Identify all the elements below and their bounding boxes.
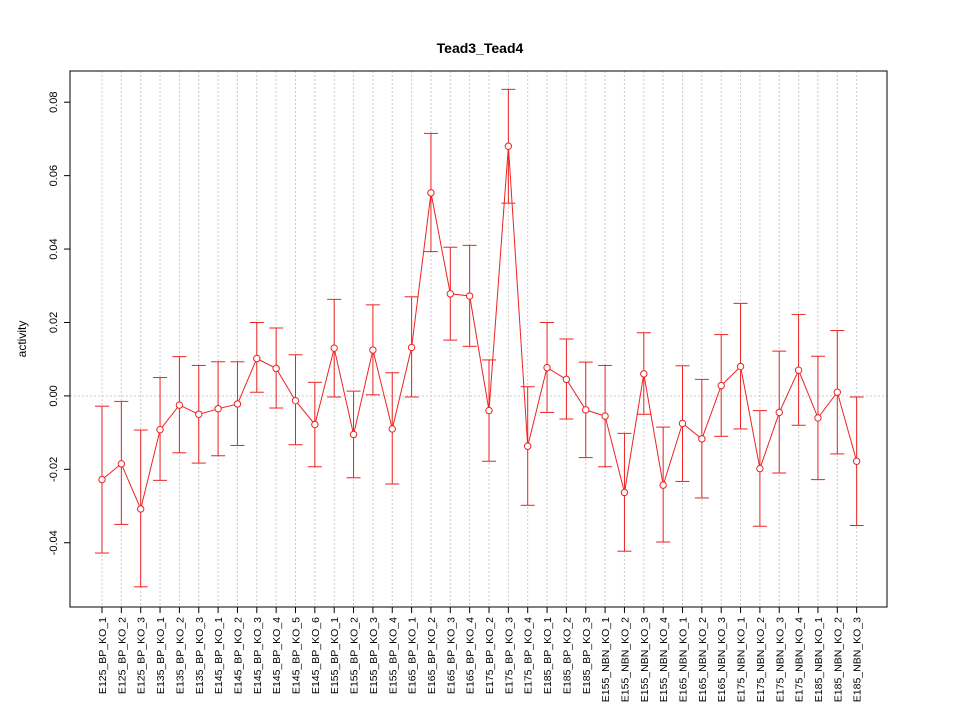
data-point [833, 388, 841, 396]
x-tick-label: E185_BP_KO_2 [561, 617, 573, 694]
data-point [814, 414, 822, 422]
x-tick-label: E145_BP_KO_1 [213, 617, 225, 694]
data-point [775, 408, 783, 417]
y-axis: -0.04 -0.02 0.00 0.02 0.04 0.06 0.08 [48, 91, 70, 555]
x-tick-label: E125_BP_KO_2 [116, 617, 128, 694]
data-point [659, 481, 667, 489]
error-bars [95, 88, 864, 588]
data-point [465, 292, 474, 300]
data-point [640, 370, 648, 378]
data-point [543, 363, 551, 372]
data-point [678, 419, 687, 428]
x-tick-label: E155_NBN_KO_4 [658, 617, 670, 702]
x-tick-label: E165_NBN_KO_2 [697, 617, 709, 702]
y-tick-label: 0.04 [48, 238, 60, 259]
x-tick-label: E155_BP_KO_3 [368, 617, 380, 694]
data-point [601, 412, 609, 420]
data-point [852, 457, 861, 465]
x-tick-label: E145_BP_KO_2 [232, 617, 244, 694]
data-point [233, 400, 242, 408]
x-tick-label: E175_BP_KO_4 [523, 617, 535, 694]
data-point [291, 396, 300, 405]
data-point [504, 142, 513, 150]
data-point [427, 189, 435, 197]
x-tick-label: E155_BP_KO_1 [329, 617, 341, 694]
data-point [582, 406, 590, 414]
y-tick-label: 0.02 [48, 312, 60, 333]
data-point [117, 460, 126, 468]
data-point [562, 375, 571, 384]
series-line [101, 146, 858, 511]
x-tick-label: E185_BP_KO_3 [581, 617, 593, 694]
data-point [349, 430, 358, 439]
x-tick-label: E175_BP_KO_3 [503, 617, 515, 694]
series-line-layer [101, 146, 858, 511]
x-tick-label: E125_BP_KO_1 [97, 617, 109, 694]
x-tick-label: E165_NBN_KO_3 [716, 617, 728, 702]
data-point [407, 343, 416, 352]
data-point [137, 505, 145, 513]
x-tick-label: E175_NBN_KO_1 [736, 617, 748, 702]
x-tick-label: E175_NBN_KO_3 [774, 617, 786, 702]
data-point [272, 364, 280, 373]
data-point [214, 405, 222, 413]
x-tick-label: E145_BP_KO_3 [252, 617, 264, 694]
data-point [524, 442, 532, 450]
data-point [620, 488, 629, 497]
x-tick-label: E185_NBN_KO_2 [832, 617, 844, 702]
chart-title: Tead3_Tead4 [437, 40, 524, 56]
x-tick-label: E135_BP_KO_3 [194, 617, 206, 694]
x-tick-label: E165_BP_KO_3 [445, 617, 457, 694]
y-tick-label: 0.06 [48, 165, 60, 186]
x-tick-label: E175_BP_KO_2 [484, 617, 496, 694]
data-point [485, 406, 493, 415]
x-tick-label: E185_NBN_KO_3 [852, 617, 864, 702]
data-point [175, 401, 184, 409]
data-point [717, 381, 725, 390]
x-axis: E125_BP_KO_1 E125_BP_KO_2 E125_BP_KO_3 E135… [97, 607, 864, 702]
y-tick-label: 0.08 [48, 91, 60, 112]
x-tick-label: E155_NBN_KO_3 [639, 617, 651, 702]
y-axis-label: activity [15, 321, 29, 358]
plot-frame [69, 70, 888, 608]
data-point [446, 290, 454, 298]
x-tick-label: E165_BP_KO_1 [407, 617, 419, 694]
x-tick-label: E175_NBN_KO_4 [794, 617, 806, 702]
x-tick-label: E155_NBN_KO_2 [619, 617, 631, 702]
data-point [195, 410, 203, 418]
data-point [369, 346, 377, 354]
y-tick-label: -0.04 [48, 530, 60, 555]
x-tick-label: E145_BP_KO_4 [271, 617, 283, 694]
x-tick-label: E135_BP_KO_2 [174, 617, 186, 694]
x-tick-label: E145_BP_KO_5 [291, 617, 303, 694]
x-tick-label: E185_NBN_KO_1 [813, 617, 825, 702]
data-point [253, 354, 261, 363]
data-point [756, 464, 764, 473]
x-tick-label: E145_BP_KO_6 [310, 617, 322, 694]
y-tick-label: -0.02 [48, 457, 60, 482]
data-point [311, 420, 319, 429]
x-tick-label: E155_BP_KO_4 [387, 617, 399, 694]
x-tick-label: E125_BP_KO_3 [136, 617, 148, 694]
x-tick-label: E165_BP_KO_2 [426, 617, 438, 694]
x-tick-label: E155_BP_KO_2 [349, 617, 361, 694]
x-tick-label: E185_BP_KO_1 [542, 617, 554, 694]
y-tick-label: 0.00 [48, 385, 60, 406]
data-point [330, 344, 338, 352]
x-tick-label: E175_NBN_KO_2 [755, 617, 767, 702]
x-tick-label: E155_NBN_KO_1 [600, 617, 612, 702]
x-tick-label: E135_BP_KO_1 [155, 617, 167, 694]
data-point [388, 425, 396, 433]
data-point [98, 475, 106, 484]
data-points [98, 142, 861, 513]
x-tick-label: E165_BP_KO_4 [465, 617, 477, 694]
data-point [736, 362, 745, 371]
data-point [156, 425, 164, 434]
data-point [794, 366, 803, 374]
data-point [698, 435, 706, 443]
x-tick-label: E165_NBN_KO_1 [678, 617, 690, 702]
